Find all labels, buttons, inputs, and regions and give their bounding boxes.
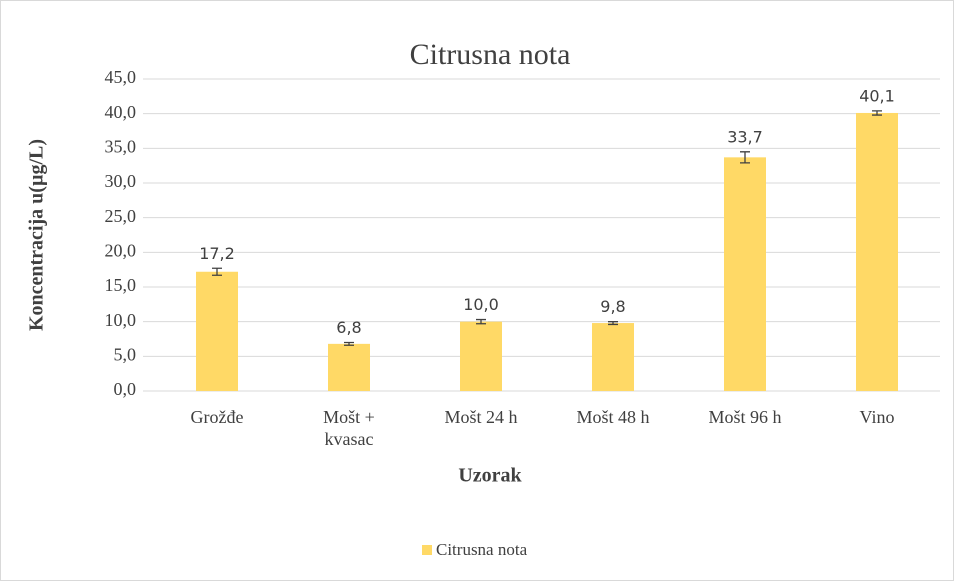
bar — [592, 323, 634, 391]
data-label: 9,8 — [600, 297, 625, 316]
y-axis-title: Koncentracija u(µg/L) — [26, 139, 48, 331]
x-tick-label: Mošt + kvasac — [323, 407, 375, 449]
data-label: 10,0 — [463, 295, 499, 314]
x-tick-label: Mošt 96 h — [708, 407, 782, 427]
y-tick-label: 25,0 — [105, 206, 137, 226]
legend-label: Citrusna nota — [436, 540, 528, 559]
y-tick-label: 5,0 — [114, 344, 137, 364]
x-axis-title: Uzorak — [458, 465, 522, 487]
x-tick-label: Vino — [859, 407, 895, 427]
x-tick-label: Grožđe — [190, 407, 244, 427]
bar — [328, 343, 370, 391]
error-bar — [872, 110, 882, 116]
y-tick-label: 40,0 — [105, 102, 137, 122]
legend-swatch — [422, 545, 432, 555]
data-label: 33,7 — [727, 127, 763, 146]
x-tick-label: Mošt 48 h — [576, 407, 650, 427]
bar — [724, 157, 766, 391]
bar — [856, 112, 898, 392]
data-label: 40,1 — [859, 86, 895, 105]
error-bar — [608, 321, 618, 326]
y-tick-label: 20,0 — [105, 240, 137, 260]
bar — [460, 321, 502, 391]
data-label: 17,2 — [199, 244, 235, 263]
error-bar — [476, 318, 486, 325]
y-tick-label: 0,0 — [114, 379, 137, 399]
y-tick-label: 10,0 — [105, 310, 137, 330]
y-tick-label: 35,0 — [105, 136, 137, 156]
x-tick-label: Mošt 24 h — [444, 407, 518, 427]
error-bar — [344, 341, 354, 346]
y-tick-label: 15,0 — [105, 275, 137, 295]
y-tick-label: 30,0 — [105, 171, 137, 191]
data-label: 6,8 — [336, 318, 361, 337]
y-tick-label: 45,0 — [105, 67, 137, 87]
chart-title: Citrusna nota — [410, 38, 571, 71]
error-bar — [212, 267, 222, 276]
error-bar — [740, 151, 750, 164]
bar — [196, 271, 238, 391]
